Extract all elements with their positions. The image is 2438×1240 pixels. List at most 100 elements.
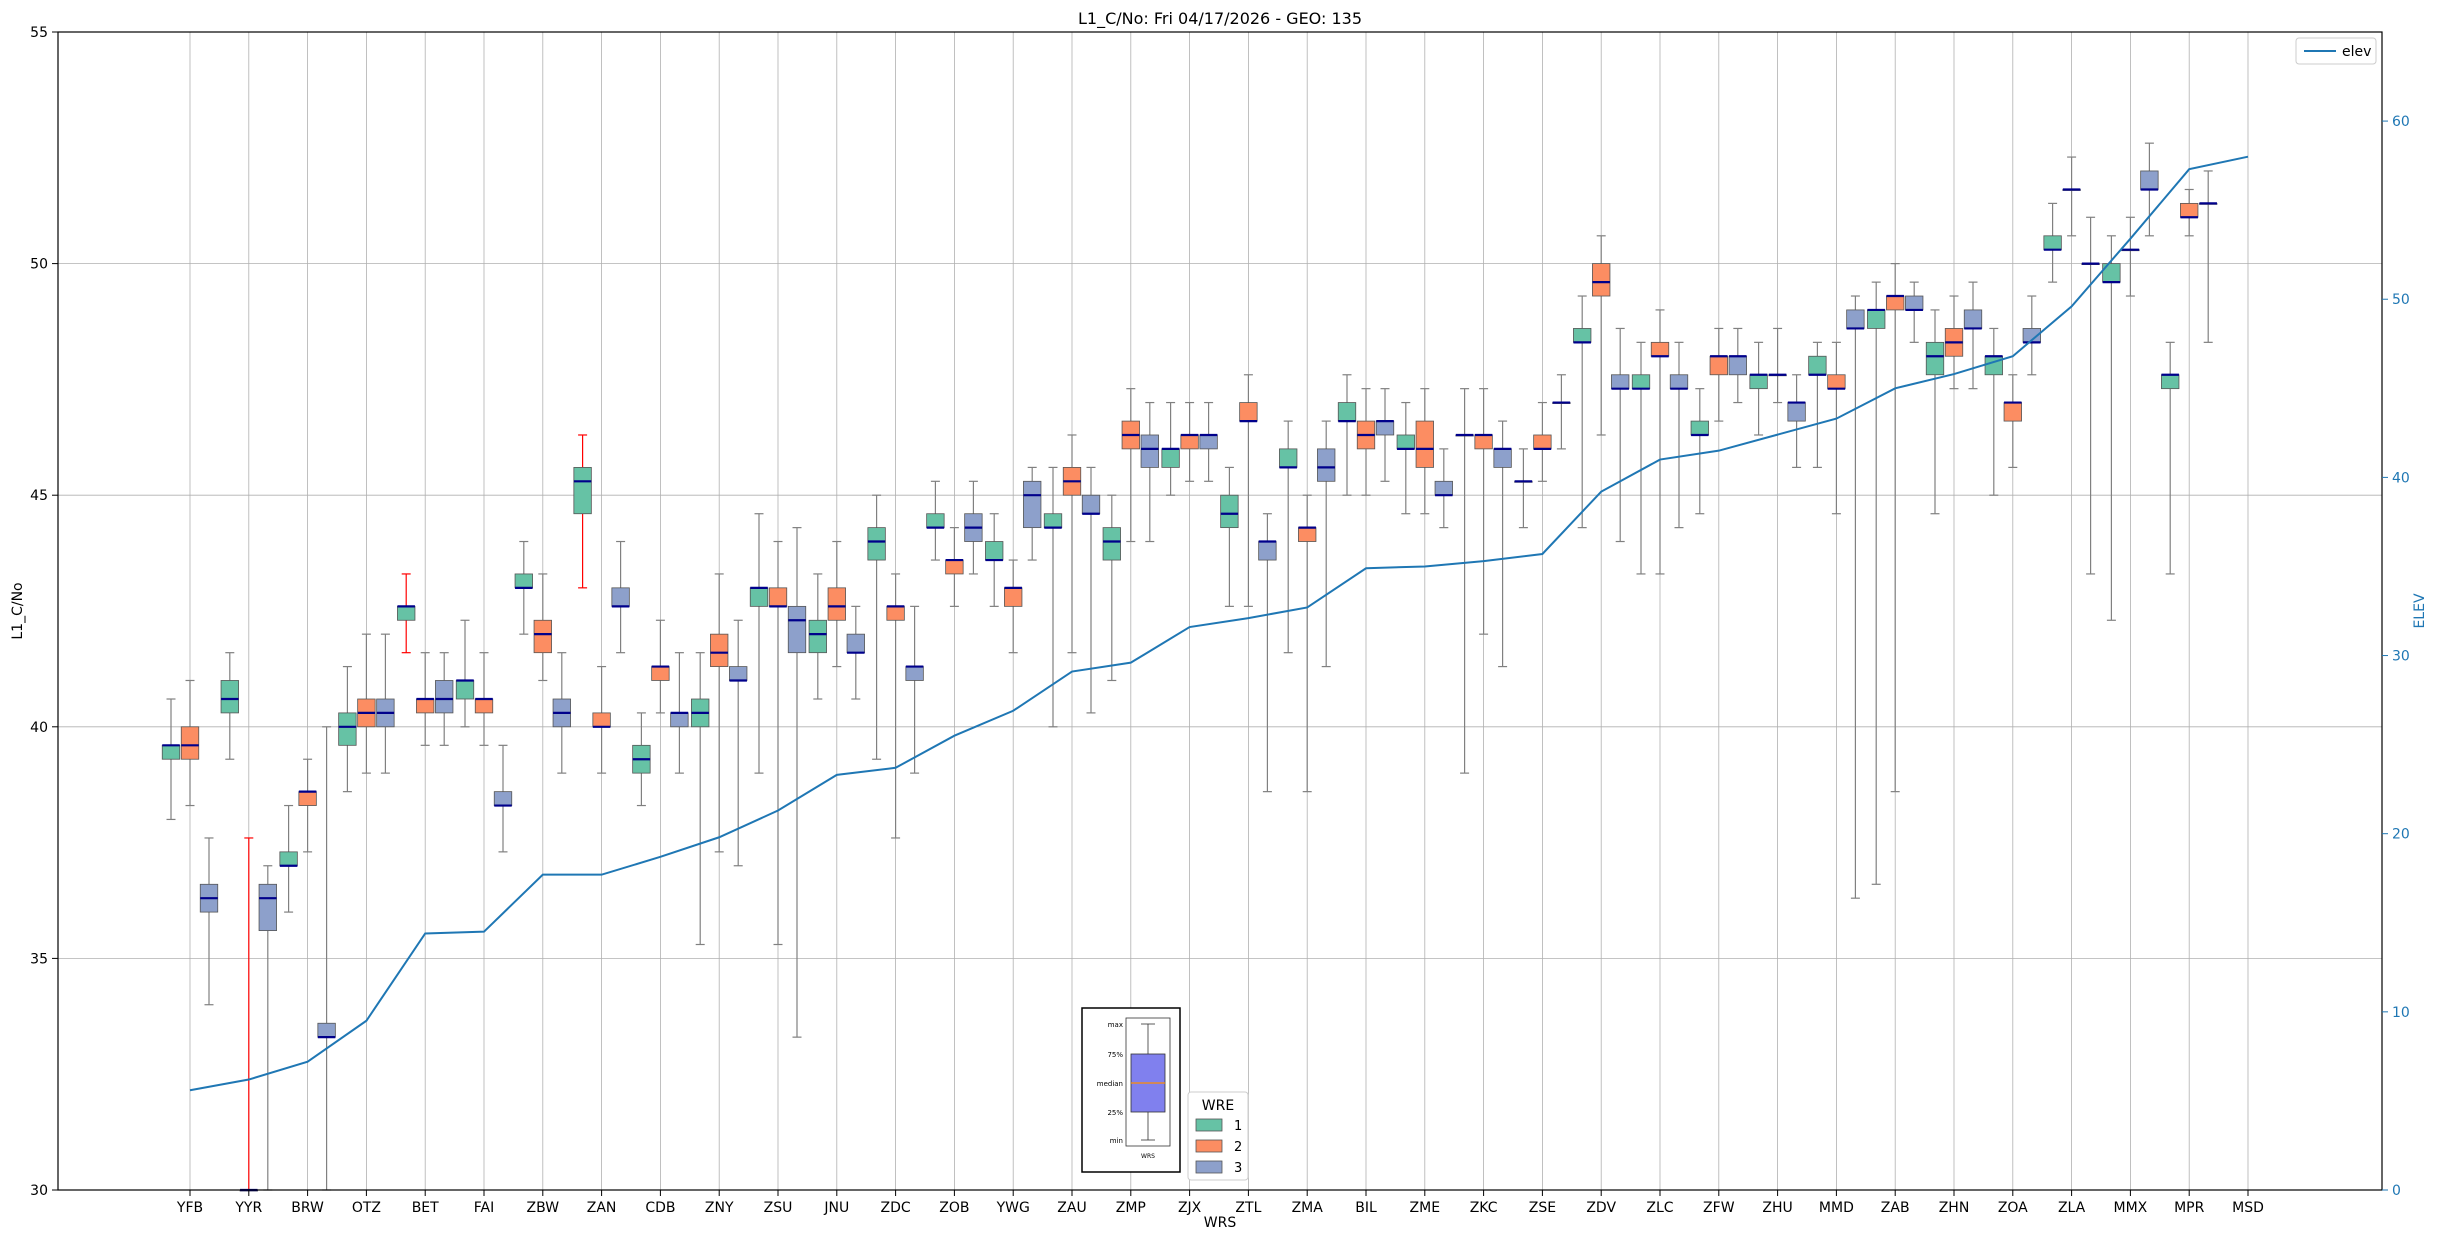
box-fai-wre3	[493, 744, 513, 853]
box-zhn-wre1	[1925, 309, 1945, 515]
iqr-box	[2003, 402, 2022, 422]
iqr-box	[1434, 480, 1453, 496]
iqr-box	[1690, 420, 1709, 436]
iqr-box	[1963, 309, 1983, 329]
box-zmp-wre1	[1102, 494, 1121, 682]
iqr-box	[1081, 494, 1101, 515]
x-tick-label: ZFW	[1703, 1200, 1735, 1216]
iqr-box	[1787, 402, 1806, 422]
box-zla-wre1	[2043, 202, 2062, 283]
elev-line	[189, 155, 2249, 1092]
iqr-box	[670, 712, 689, 728]
box-zny-wre1	[691, 652, 710, 946]
x-tick-label: FAI	[474, 1200, 494, 1216]
x-tick-label: ZDC	[881, 1200, 911, 1216]
box-zoa-wre3	[2022, 295, 2041, 376]
iqr-box	[1493, 448, 1512, 468]
iqr-box	[1925, 341, 1945, 376]
iqr-box	[1592, 263, 1611, 297]
x-tick-label: YFB	[176, 1200, 203, 1216]
box-mmx-wre2	[2121, 216, 2140, 297]
right-y-tick-label: 0	[2392, 1183, 2401, 1199]
x-tick-label: BET	[412, 1200, 439, 1216]
x-tick-label: ZMA	[1292, 1200, 1324, 1216]
box-zla-wre3	[2081, 216, 2100, 575]
chart-title: L1_C/No: Fri 04/17/2026 - GEO: 135	[1078, 9, 1362, 29]
box-zkc-wre3	[1493, 420, 1512, 668]
iqr-box	[1199, 434, 1218, 450]
iqr-box	[1533, 434, 1552, 450]
box-zfw-wre3	[1728, 327, 1747, 404]
box-zhn-wre2	[1944, 295, 1964, 390]
wre-legend-title: WRE	[1202, 1098, 1234, 1114]
iqr-box	[1611, 374, 1630, 390]
box-zfw-wre1	[1690, 388, 1709, 515]
x-tick-label: JNU	[823, 1200, 849, 1216]
right-y-tick-label: 30	[2392, 649, 2410, 665]
iqr-box	[1749, 374, 1768, 390]
iqr-box	[2043, 235, 2062, 251]
iqr-box	[651, 666, 670, 681]
elev-line-group	[189, 155, 2249, 1092]
x-axis-label: WRS	[1204, 1215, 1237, 1231]
box-zlc-wre3	[1669, 341, 1689, 529]
box-zse-wre3	[1552, 374, 1571, 450]
right-y-tick-label: 50	[2392, 292, 2410, 308]
iqr-box	[1375, 420, 1395, 436]
iqr-box	[1886, 295, 1905, 311]
iqr-box	[533, 619, 552, 654]
iqr-box	[1220, 494, 1239, 529]
iqr-box	[1140, 434, 1159, 468]
box-cdb-wre2	[651, 619, 670, 714]
y-tick-label: 45	[30, 488, 48, 504]
inset-label-q3: 75%	[1107, 1051, 1123, 1059]
box-bil-wre3	[1375, 388, 1395, 482]
box-zjx-wre3	[1199, 401, 1218, 482]
box-zdv-wre3	[1611, 327, 1630, 543]
iqr-box	[1161, 448, 1180, 468]
box-yfb-wre2	[180, 679, 200, 807]
box-brw-wre2	[298, 758, 317, 853]
x-tick-label: ZAU	[1057, 1200, 1086, 1216]
iqr-box	[1846, 309, 1865, 329]
iqr-box	[1102, 527, 1121, 561]
iqr-box	[435, 680, 454, 714]
iqr-box	[905, 666, 924, 681]
box-zny-wre3	[729, 619, 748, 867]
x-tick-label: ZOA	[1998, 1200, 2028, 1216]
box-bil-wre1	[1337, 374, 1357, 496]
box-mmx-wre1	[2102, 235, 2121, 621]
y-tick-label: 40	[30, 720, 48, 736]
box-ywg-wre2	[1004, 559, 1023, 654]
box-zkc-wre1	[1455, 388, 1474, 774]
wre-legend-swatch-2	[1195, 1139, 1223, 1153]
iqr-box	[1650, 341, 1670, 357]
iqr-box	[455, 680, 475, 700]
box-zmp-wre2	[1121, 388, 1140, 543]
iqr-box	[1669, 374, 1689, 390]
box-brw-wre1	[279, 804, 298, 913]
x-tick-label: ZMP	[1116, 1200, 1146, 1216]
x-tick-label: BRW	[291, 1200, 324, 1216]
box-zjx-wre1	[1161, 401, 1180, 496]
iqr-box	[867, 527, 886, 561]
box-mpr-wre2	[2180, 188, 2199, 237]
box-zsu-wre3	[787, 527, 807, 1038]
axes: 30 35 40 45 50 55 0 10 20 30 40 50 60 YFB YYR BRW OTZ BET…	[30, 25, 2410, 1216]
x-tick-label: ZDV	[1586, 1200, 1616, 1216]
iqr-box	[1415, 420, 1434, 468]
x-tick-label: BIL	[1355, 1200, 1377, 1216]
box-yfb-wre3	[199, 837, 219, 1006]
x-tick-label: ZLC	[1646, 1200, 1673, 1216]
box-zhu-wre3	[1787, 374, 1806, 469]
x-tick-label: ZLA	[2058, 1200, 2086, 1216]
iqr-box	[1258, 541, 1277, 561]
iqr-box	[298, 791, 317, 806]
box-mpr-wre3	[2199, 170, 2218, 343]
iqr-box	[474, 698, 494, 714]
iqr-box	[2180, 202, 2199, 218]
box-zab-wre3	[1905, 281, 1924, 343]
iqr-box	[749, 587, 769, 607]
iqr-box	[787, 605, 807, 654]
